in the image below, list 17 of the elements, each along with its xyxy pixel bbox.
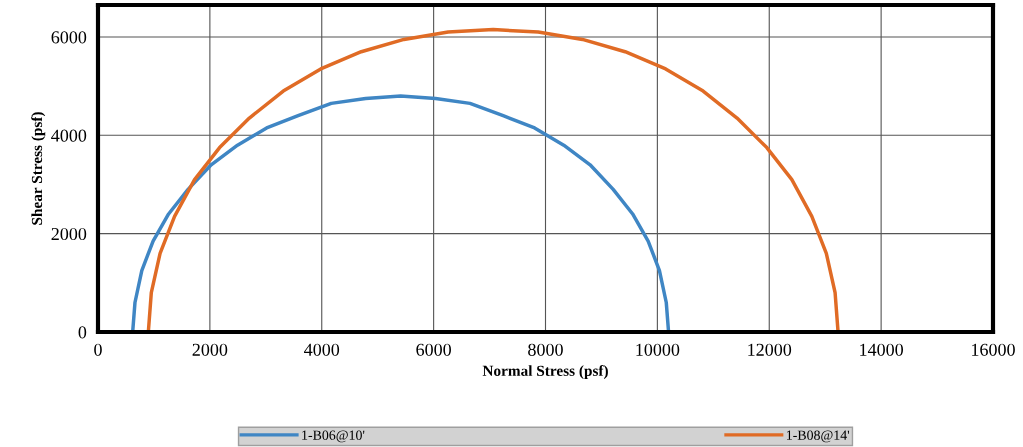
y-axis-title: Shear Stress (psf) — [31, 112, 46, 225]
x-tick-label: 14000 — [860, 343, 904, 356]
x-tick-label: 2000 — [192, 343, 228, 356]
y-tick-label: 2000 — [51, 227, 87, 241]
y-tick-label: 4000 — [51, 129, 87, 142]
legend-label: 1-B08@14' — [787, 430, 850, 443]
x-tick-label: 4000 — [304, 343, 340, 356]
x-tick-label: 8000 — [528, 343, 563, 356]
x-tick-label: 12000 — [748, 343, 792, 356]
y-tick-label: 6000 — [51, 31, 87, 44]
legend-label: 1-B06@10' — [302, 430, 365, 443]
y-tick-label: 0 — [78, 326, 87, 339]
x-tick-label: 6000 — [416, 343, 451, 356]
x-tick-label: 16000 — [972, 343, 1015, 356]
x-tick-label: 10000 — [636, 343, 680, 356]
x-tick-label: 0 — [94, 343, 102, 356]
x-axis-title: Normal Stress (psf) — [482, 365, 608, 380]
